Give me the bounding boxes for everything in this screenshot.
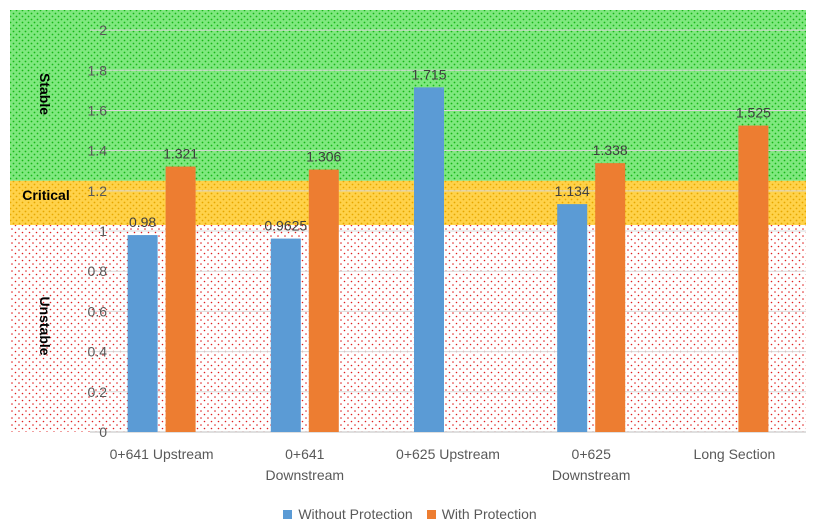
x-category-label: Long Section (694, 446, 776, 462)
legend-item-without-protection: Without Protection (283, 506, 413, 522)
y-tick-label: 1.6 (88, 102, 108, 118)
y-tick-label: 0 (99, 424, 107, 440)
data-labels-layer: 0.98 0.9625 1.715 1.134 1.321 1.306 1.338 1.525 (129, 66, 771, 233)
y-axis-ticks: 0 0.2 0.4 0.6 0.8 1 1.2 1.4 1.6 1.8 2 (88, 22, 108, 440)
y-tick-label: 2 (99, 22, 107, 38)
zone-label-critical: Critical (22, 187, 69, 203)
y-tick-label: 1.4 (88, 143, 108, 159)
y-tick-label: 1.8 (88, 62, 108, 78)
x-axis-categories: 0+641 Upstream 0+641 Downstream 0+625 Upstr… (110, 446, 776, 483)
grid-layer (90, 29, 806, 433)
zone-label-unstable: Unstable (37, 296, 53, 355)
bars-layer (127, 87, 769, 433)
zone-labels: Stable Critical Unstable (22, 73, 69, 356)
data-label: 1.306 (306, 149, 341, 165)
bar-without-protection (557, 204, 588, 432)
y-tick-label: 0.4 (88, 344, 108, 360)
data-label: 1.134 (555, 183, 590, 199)
legend: Without Protection With Protection (0, 504, 820, 524)
data-label: 1.321 (163, 146, 198, 162)
data-label: 0.98 (129, 214, 156, 230)
x-category-label: 0+625 Upstream (396, 446, 500, 462)
zone-stable (10, 10, 806, 181)
x-category-label: 0+641 Upstream (110, 446, 214, 462)
y-tick-label: 0.6 (88, 303, 108, 319)
x-category-label: Downstream (266, 467, 345, 483)
x-category-label: Downstream (552, 467, 631, 483)
zone-label-stable: Stable (37, 73, 53, 115)
bar-without-protection (127, 235, 158, 432)
x-category-label: 0+625 (572, 446, 612, 462)
bar-with-protection (165, 166, 196, 432)
chart: 0 0.2 0.4 0.6 0.8 1 1.2 1.4 1.6 1.8 2 0.98 0.9625 1.… (10, 10, 806, 483)
y-tick-label: 0.8 (88, 263, 108, 279)
zone-critical (10, 180, 806, 226)
legend-label-without-protection: Without Protection (298, 506, 413, 522)
bar-with-protection (738, 125, 769, 433)
bar-without-protection (414, 87, 444, 432)
bar-with-protection (595, 163, 626, 432)
legend-swatch-without-protection (283, 509, 293, 519)
data-label: 1.525 (736, 105, 771, 121)
data-label: 1.715 (411, 66, 446, 82)
y-tick-label: 1 (99, 223, 107, 239)
y-tick-label: 0.2 (88, 384, 108, 400)
legend-label-with-protection: With Protection (441, 506, 537, 522)
data-label: 1.338 (593, 142, 628, 158)
bar-without-protection (270, 238, 301, 432)
legend-item-with-protection: With Protection (426, 506, 537, 522)
legend-swatch-with-protection (426, 509, 436, 519)
bar-with-protection (308, 169, 339, 432)
data-label: 0.9625 (264, 218, 307, 234)
x-category-label: 0+641 (285, 446, 325, 462)
y-tick-label: 1.2 (88, 183, 108, 199)
